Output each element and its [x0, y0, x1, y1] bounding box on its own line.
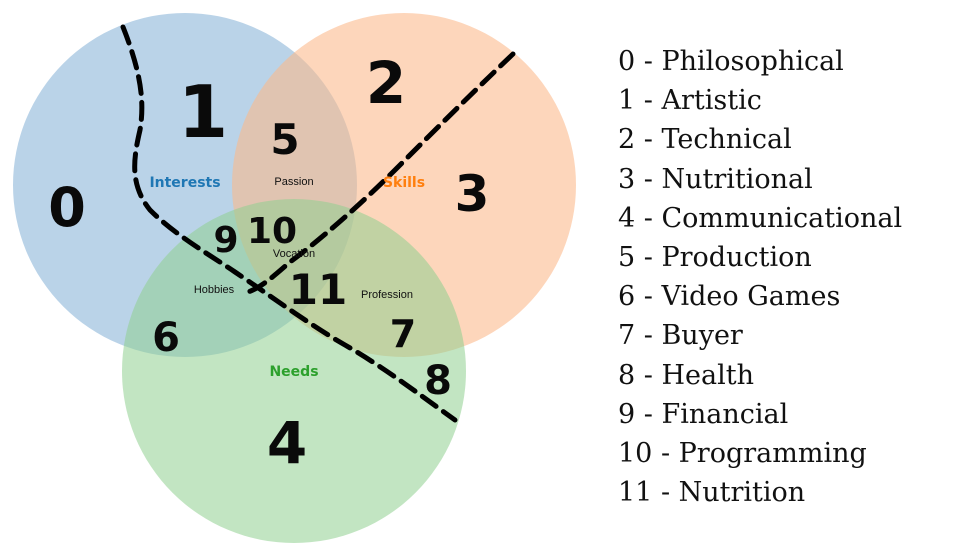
set-label-skills: Skills — [383, 175, 425, 191]
legend-item-8: 8 - Health — [618, 359, 754, 391]
region-label-profession: Profession — [361, 289, 413, 301]
legend-item-0: 0 - Philosophical — [618, 46, 844, 77]
dashed-line-left — [120, 24, 458, 423]
annotation-number-7: 7 — [390, 312, 416, 356]
annotation-number-0: 0 — [48, 176, 86, 239]
region-label-hobbies: Hobbies — [194, 284, 235, 296]
region-label-vocation: Vocation — [273, 248, 315, 260]
legend-item-7: 7 - Buyer — [618, 320, 743, 352]
annotation-number-4: 4 — [267, 409, 307, 477]
legend-item-1: 1 - Artistic — [618, 85, 762, 117]
dashed-line-right — [245, 51, 516, 295]
annotation-number-9: 9 — [213, 220, 238, 261]
set-label-interests: Interests — [149, 175, 220, 191]
legend: 0 - Philosophical 1 - Artistic 2 - Techn… — [618, 42, 968, 512]
annotation-number-8: 8 — [424, 358, 452, 404]
annotation-number-11: 11 — [289, 265, 347, 314]
legend-item-2: 2 - Technical — [618, 124, 792, 156]
legend-item-5: 5 - Production — [618, 241, 812, 273]
annotation-number-10: 10 — [247, 211, 297, 252]
needs-circle — [122, 199, 466, 543]
legend-item-4: 4 - Communicational — [618, 202, 903, 234]
annotation-number-2: 2 — [366, 49, 406, 117]
legend-item-10: 10 - Programming — [618, 437, 867, 469]
annotation-number-1: 1 — [178, 70, 228, 154]
set-label-needs: Needs — [269, 364, 318, 380]
legend-item-9: 9 - Financial — [618, 398, 789, 430]
annotation-number-3: 3 — [455, 165, 490, 223]
legend-item-3: 3 - Nutritional — [618, 163, 813, 195]
legend-item-11: 11 - Nutrition — [618, 477, 806, 509]
region-label-passion: Passion — [274, 176, 313, 188]
legend-item-6: 6 - Video Games — [618, 281, 841, 313]
annotation-number-6: 6 — [152, 315, 180, 361]
annotation-number-5: 5 — [270, 115, 299, 164]
